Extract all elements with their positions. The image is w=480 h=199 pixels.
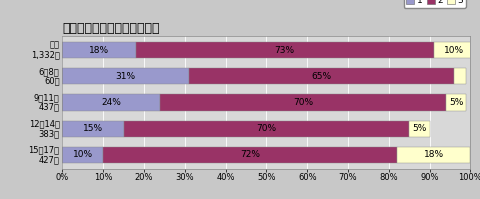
Bar [454, 68, 467, 84]
Text: 18%: 18% [424, 150, 444, 159]
Bar [103, 147, 397, 163]
Text: 70%: 70% [256, 124, 276, 133]
Bar [434, 42, 475, 58]
Legend: 1, 2, 3: 1, 2, 3 [404, 0, 466, 8]
Bar [62, 94, 160, 111]
Text: 10%: 10% [73, 150, 93, 159]
Text: 70%: 70% [293, 98, 313, 107]
Bar [136, 42, 434, 58]
Text: 24%: 24% [101, 98, 121, 107]
Bar [160, 94, 446, 111]
Bar [62, 121, 124, 137]
Text: 65%: 65% [312, 72, 332, 81]
Text: 15%: 15% [83, 124, 103, 133]
Text: 18%: 18% [89, 46, 109, 55]
Bar [409, 121, 430, 137]
Bar [62, 42, 136, 58]
Bar [397, 147, 470, 163]
Bar [446, 94, 466, 111]
Bar [62, 68, 189, 84]
Bar [189, 68, 454, 84]
Bar [124, 121, 409, 137]
Text: 意見は大切にされていますか: 意見は大切にされていますか [62, 22, 160, 35]
Text: 31%: 31% [116, 72, 136, 81]
Text: 72%: 72% [240, 150, 260, 159]
Bar [62, 147, 103, 163]
Text: 10%: 10% [444, 46, 464, 55]
Text: 73%: 73% [275, 46, 295, 55]
Text: 5%: 5% [412, 124, 427, 133]
Text: 5%: 5% [449, 98, 463, 107]
